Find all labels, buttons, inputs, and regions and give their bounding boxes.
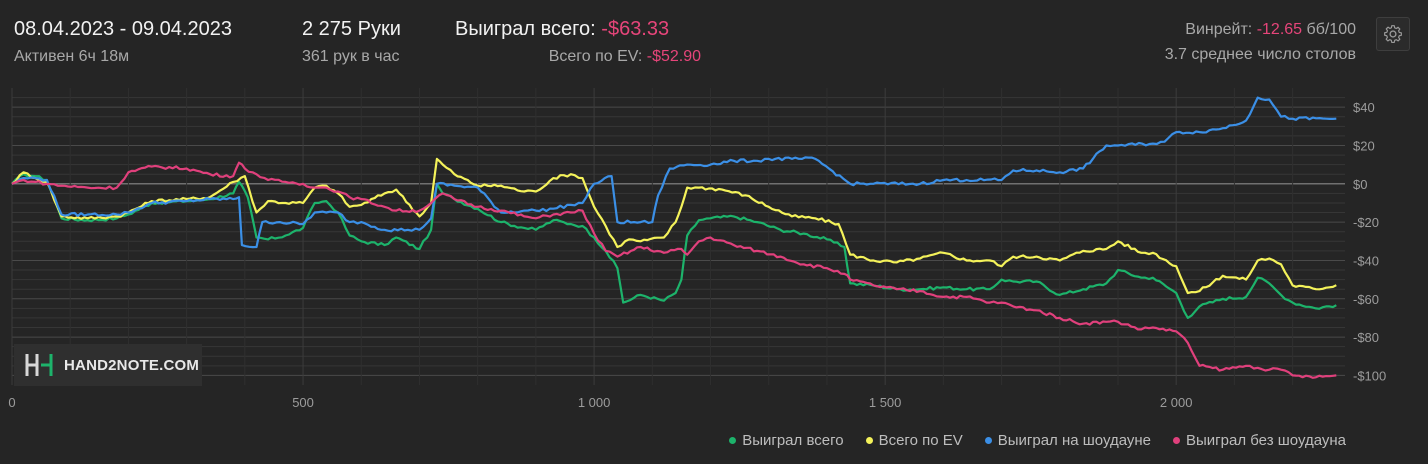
legend-dot [984, 437, 992, 444]
legend-dot [729, 437, 737, 444]
hand2note-logo-icon [25, 354, 53, 376]
winrate-label: Винрейт: [1185, 21, 1257, 38]
series-line-1 [11, 173, 1337, 319]
legend-label: Выиграл без шоудауна [1186, 432, 1346, 449]
winrate-value: -12.65 [1256, 21, 1303, 38]
chart-legend: Выиграл всего Всего по EV Выиграл на шоуда… [729, 432, 1346, 449]
legend-item[interactable]: Выиграл без шоудауна [1173, 432, 1346, 449]
legend-dot [865, 437, 873, 444]
gear-icon [1384, 25, 1402, 44]
total-won-label: Выиграл всего: [455, 18, 602, 40]
x-axis: 0 500 1 000 1 500 2 000 [8, 395, 1192, 410]
legend-item[interactable]: Выиграл на шоудауне [984, 432, 1152, 449]
total-ev: Всего по EV: -$52.90 [455, 48, 701, 66]
legend-label: Всего по EV [878, 432, 963, 449]
y-tick-label: $40 [1353, 100, 1375, 115]
profit-chart: $40 $20 $0 -$20 -$40 -$60 -$80 -$100 0 500 1 000 1… [8, 88, 1386, 410]
y-tick-label: -$100 [1353, 368, 1386, 383]
y-axis: $40 $20 $0 -$20 -$40 -$60 -$80 -$100 [1353, 100, 1386, 383]
winrate: Винрейт: -12.65 бб/100 [1185, 21, 1356, 39]
settings-button[interactable] [1376, 17, 1410, 51]
y-tick-label: $0 [1353, 177, 1367, 192]
hand2note-logo: HAND2NOTE.COM [14, 344, 202, 386]
series-line-2 [11, 157, 1337, 295]
total-ev-value: -$52.90 [646, 48, 701, 65]
total-won-value: -$63.33 [601, 18, 670, 40]
series-line-3 [11, 96, 1337, 249]
active-duration: Активен 6ч 18м [14, 48, 130, 65]
chart-grid [11, 88, 1345, 385]
y-tick-label: -$40 [1353, 253, 1379, 268]
chart-series [11, 96, 1337, 379]
legend-item[interactable]: Всего по EV [865, 432, 963, 449]
x-tick-label: 1 000 [578, 395, 611, 410]
y-tick-label: $20 [1353, 138, 1375, 153]
x-tick-label: 1 500 [869, 395, 902, 410]
series-line-4 [11, 161, 1337, 379]
y-tick-label: -$20 [1353, 215, 1379, 230]
x-tick-label: 2 000 [1160, 395, 1193, 410]
legend-item[interactable]: Выиграл всего [729, 432, 844, 449]
total-won: Выиграл всего: -$63.33 [455, 18, 669, 41]
y-tick-label: -$60 [1353, 292, 1379, 307]
legend-label: Выиграл всего [742, 432, 844, 449]
hands-count: 2 275 Руки [302, 18, 401, 40]
legend-dot [1173, 437, 1181, 444]
hands-per-hour: 361 рук в час [302, 48, 400, 65]
total-ev-label: Всего по EV: [548, 48, 647, 65]
y-tick-label: -$80 [1353, 330, 1379, 345]
winrate-unit: бб/100 [1302, 21, 1356, 38]
date-range: 08.04.2023 - 09.04.2023 [14, 18, 232, 40]
x-tick-label: 500 [292, 395, 314, 410]
logo-text: HAND2NOTE.COM [64, 356, 200, 374]
avg-tables: 3.7 среднее число столов [1164, 46, 1356, 63]
legend-label: Выиграл на шоудауне [997, 432, 1152, 449]
x-tick-label: 0 [8, 395, 15, 410]
